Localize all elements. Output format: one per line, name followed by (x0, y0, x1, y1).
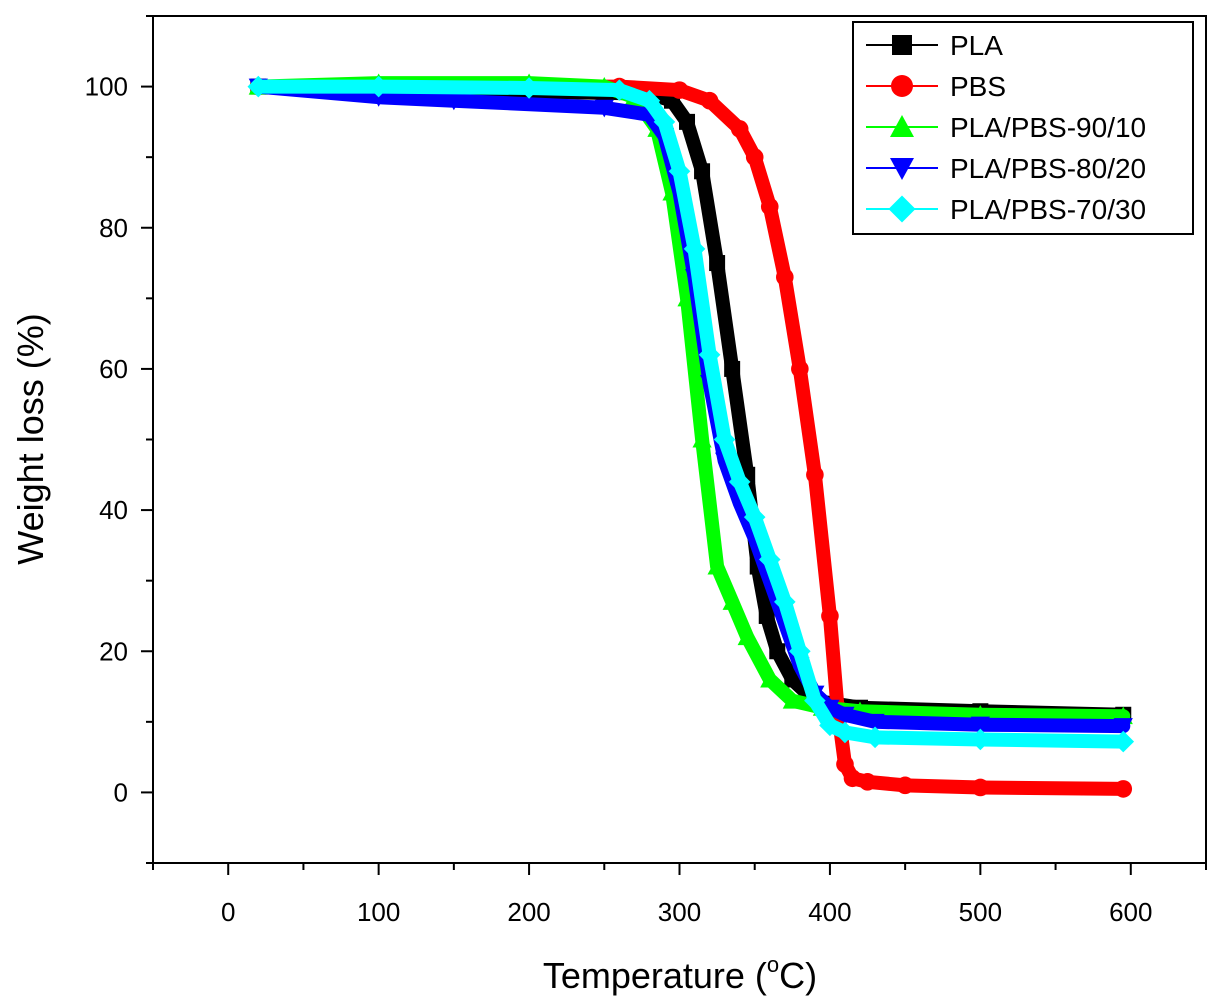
x-axis-title-superscript: o (767, 952, 779, 977)
data-point (789, 640, 811, 663)
data-point (769, 643, 786, 660)
data-point (858, 773, 877, 791)
data-point (653, 111, 676, 133)
data-point (638, 89, 661, 112)
x-tick-label: 600 (1109, 897, 1152, 927)
legend-label: PLA (950, 30, 1003, 61)
legend-item: PLA/PBS-90/10 (866, 112, 1146, 143)
data-point (608, 79, 631, 101)
legend-label: PLA/PBS-90/10 (950, 112, 1146, 143)
x-tick-label: 300 (658, 897, 701, 927)
axes: 0 100 200 300 400 500 600 0 20 40 60 80 100 (85, 15, 1207, 927)
data-point (821, 607, 839, 625)
data-point (836, 755, 854, 773)
data-point (743, 506, 766, 528)
data-point (698, 344, 721, 366)
data-point (819, 714, 841, 737)
data-point (692, 429, 712, 448)
x-tick-label: 0 (221, 897, 235, 927)
data-point (791, 360, 809, 378)
data-point (970, 716, 990, 735)
data-point (758, 548, 781, 571)
data-point (782, 691, 802, 709)
data-point (724, 360, 741, 377)
x-tick-label: 500 (959, 897, 1002, 927)
data-point (804, 689, 826, 712)
data-point (784, 671, 801, 688)
plot-area (247, 73, 1135, 798)
data-point (594, 99, 614, 118)
legend-marker (890, 115, 914, 137)
legend-label: PBS (950, 71, 1006, 102)
data-point (758, 607, 775, 624)
legend: PLA PBS PLA/PBS-90/10 PLA/PBS-80/20 PLA/PBS-… (852, 21, 1194, 235)
data-point (760, 669, 780, 688)
data-point (834, 721, 856, 744)
data-point (683, 238, 706, 260)
data-point (668, 160, 691, 183)
data-point (367, 75, 390, 98)
data-point (722, 592, 742, 610)
data-point (1113, 718, 1133, 736)
data-point (694, 163, 711, 180)
x-tick-label: 200 (507, 897, 550, 927)
legend-label: PLA/PBS-80/20 (950, 153, 1146, 184)
data-point (707, 556, 727, 575)
y-tick-label: 60 (99, 354, 128, 384)
data-point (730, 120, 749, 138)
data-point (835, 706, 855, 725)
data-point (728, 471, 751, 493)
legend-label: PLA/PBS-70/30 (950, 194, 1146, 225)
data-point (969, 728, 992, 751)
data-point (713, 428, 736, 451)
y-tick-label: 20 (99, 636, 128, 666)
data-point (806, 465, 824, 484)
data-point (518, 77, 540, 99)
data-point (896, 776, 914, 795)
data-point (709, 255, 726, 272)
legend-item: PLA (866, 30, 1003, 61)
legend-item: PBS (866, 71, 1006, 102)
y-tick-label: 0 (114, 777, 128, 807)
legend-item: PLA/PBS-80/20 (866, 153, 1146, 184)
data-point (444, 92, 464, 111)
x-tick-label: 400 (808, 897, 851, 927)
y-tick-label: 100 (85, 72, 128, 102)
data-point (774, 591, 796, 613)
series-pla-pbs-70-30 (247, 75, 1135, 753)
y-axis-title: Weight loss (%) (10, 313, 51, 564)
data-point (971, 778, 990, 797)
data-point (745, 148, 764, 166)
data-point (1112, 730, 1135, 753)
data-point (679, 113, 696, 130)
data-point (864, 726, 886, 749)
data-point (865, 713, 885, 732)
legend-marker (890, 158, 914, 180)
data-point (670, 81, 689, 99)
y-tick-label: 80 (99, 213, 128, 243)
data-point (700, 91, 719, 110)
x-axis-title-text: Temperature ( (543, 955, 767, 996)
legend-marker (891, 75, 913, 97)
legend-item: PLA/PBS-70/30 (866, 194, 1146, 225)
data-point (776, 268, 794, 286)
x-axis-title: Temperature (oC) (543, 952, 817, 996)
data-point (737, 627, 757, 646)
data-point (247, 75, 270, 98)
legend-marker (892, 35, 912, 55)
x-tick-label: 100 (357, 897, 400, 927)
data-point (760, 197, 779, 216)
x-axis-title-unit: C) (779, 955, 817, 996)
data-point (843, 769, 862, 788)
plot-frame (152, 15, 1207, 864)
y-tick-label: 40 (99, 495, 128, 525)
legend-marker (888, 195, 916, 223)
data-point (1114, 780, 1133, 798)
